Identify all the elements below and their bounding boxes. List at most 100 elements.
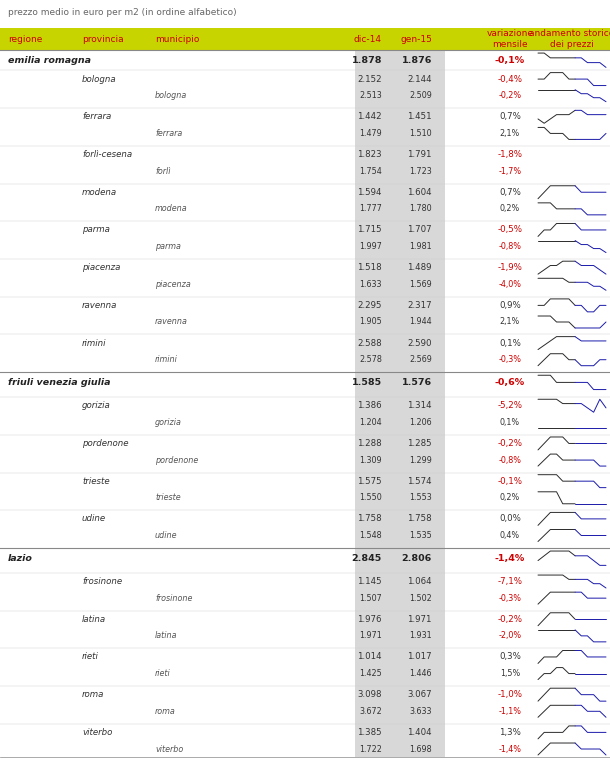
Text: 1.569: 1.569 <box>409 280 432 288</box>
Text: provincia: provincia <box>82 34 124 43</box>
Text: pordenone: pordenone <box>155 456 198 464</box>
Text: 1.425: 1.425 <box>359 669 382 678</box>
Text: 2,1%: 2,1% <box>500 129 520 138</box>
Text: 1.442: 1.442 <box>357 113 382 121</box>
Text: 0,0%: 0,0% <box>499 514 521 524</box>
Text: 1.905: 1.905 <box>359 317 382 326</box>
Text: 0,1%: 0,1% <box>500 418 520 427</box>
Text: 1.206: 1.206 <box>409 418 432 427</box>
Text: bologna: bologna <box>155 91 187 100</box>
Text: 1.876: 1.876 <box>401 56 432 65</box>
Text: 1.064: 1.064 <box>407 577 432 586</box>
Text: 2.295: 2.295 <box>357 301 382 310</box>
Text: 1.707: 1.707 <box>407 225 432 234</box>
Text: 1.145: 1.145 <box>357 577 382 586</box>
Text: pordenone: pordenone <box>82 439 129 448</box>
Text: 1.997: 1.997 <box>359 242 382 251</box>
Text: 0,1%: 0,1% <box>499 339 521 348</box>
Text: 1.698: 1.698 <box>409 744 432 753</box>
Text: forlì: forlì <box>155 167 171 176</box>
Text: 2,1%: 2,1% <box>500 317 520 326</box>
Text: 1.715: 1.715 <box>357 225 382 234</box>
Text: gorizia: gorizia <box>82 401 111 410</box>
Bar <box>0 28 610 50</box>
Text: trieste: trieste <box>82 476 110 486</box>
Text: parma: parma <box>82 225 110 234</box>
Text: 1,3%: 1,3% <box>499 728 521 737</box>
Text: 1.204: 1.204 <box>359 418 382 427</box>
Text: 3.633: 3.633 <box>409 707 432 716</box>
Text: -0,4%: -0,4% <box>498 75 523 84</box>
Bar <box>355 50 445 757</box>
Text: -1,8%: -1,8% <box>498 150 523 159</box>
Text: latina: latina <box>155 632 178 640</box>
Text: 2.317: 2.317 <box>407 301 432 310</box>
Text: 1.489: 1.489 <box>407 263 432 272</box>
Text: piacenza: piacenza <box>82 263 120 272</box>
Text: -1,4%: -1,4% <box>495 554 525 562</box>
Text: -0,8%: -0,8% <box>498 456 522 464</box>
Text: 2.578: 2.578 <box>359 355 382 365</box>
Text: rieti: rieti <box>82 652 99 661</box>
Text: 1.385: 1.385 <box>357 728 382 737</box>
Text: rimini: rimini <box>82 339 107 348</box>
Text: -2,0%: -2,0% <box>498 632 522 640</box>
Text: modena: modena <box>82 188 117 197</box>
Text: udine: udine <box>155 531 178 540</box>
Text: frosinone: frosinone <box>155 594 192 603</box>
Text: 1.451: 1.451 <box>407 113 432 121</box>
Text: 2.588: 2.588 <box>357 339 382 348</box>
Text: -7,1%: -7,1% <box>498 577 523 586</box>
Text: -0,1%: -0,1% <box>498 476 523 486</box>
Text: 1.758: 1.758 <box>407 514 432 524</box>
Text: -0,2%: -0,2% <box>498 439 523 448</box>
Text: piacenza: piacenza <box>155 280 191 288</box>
Text: 1,5%: 1,5% <box>500 669 520 678</box>
Text: lazio: lazio <box>8 554 33 562</box>
Text: roma: roma <box>82 690 104 699</box>
Text: 1.971: 1.971 <box>359 632 382 640</box>
Text: 1.017: 1.017 <box>407 652 432 661</box>
Text: 2.152: 2.152 <box>357 75 382 84</box>
Text: 1.981: 1.981 <box>409 242 432 251</box>
Text: rimini: rimini <box>155 355 178 365</box>
Text: parma: parma <box>155 242 181 251</box>
Text: 0,3%: 0,3% <box>499 652 521 661</box>
Text: 1.723: 1.723 <box>409 167 432 176</box>
Text: ferrara: ferrara <box>82 113 111 121</box>
Text: 2.845: 2.845 <box>352 554 382 562</box>
Text: -1,7%: -1,7% <box>498 167 522 176</box>
Text: roma: roma <box>155 707 176 716</box>
Text: modena: modena <box>155 205 188 213</box>
Text: 1.594: 1.594 <box>357 188 382 197</box>
Text: 2.513: 2.513 <box>359 91 382 100</box>
Text: 1.479: 1.479 <box>359 129 382 138</box>
Text: 1.780: 1.780 <box>409 205 432 213</box>
Text: 1.446: 1.446 <box>409 669 432 678</box>
Text: viterbo: viterbo <box>155 744 183 753</box>
Text: dic-14: dic-14 <box>354 34 382 43</box>
Text: 0,7%: 0,7% <box>499 113 521 121</box>
Text: udine: udine <box>82 514 106 524</box>
Text: -0,3%: -0,3% <box>498 355 522 365</box>
Text: 1.574: 1.574 <box>407 476 432 486</box>
Text: 1.754: 1.754 <box>359 167 382 176</box>
Text: 1.502: 1.502 <box>409 594 432 603</box>
Text: 3.672: 3.672 <box>359 707 382 716</box>
Text: 3.067: 3.067 <box>407 690 432 699</box>
Text: 1.944: 1.944 <box>409 317 432 326</box>
Text: viterbo: viterbo <box>82 728 112 737</box>
Text: 1.386: 1.386 <box>357 401 382 410</box>
Text: 0,4%: 0,4% <box>500 531 520 540</box>
Text: 1.553: 1.553 <box>409 493 432 502</box>
Text: 2.509: 2.509 <box>409 91 432 100</box>
Text: -0,3%: -0,3% <box>498 594 522 603</box>
Text: friuli venezia giulia: friuli venezia giulia <box>8 378 110 387</box>
Text: gen-15: gen-15 <box>400 34 432 43</box>
Text: ravenna: ravenna <box>155 317 188 326</box>
Text: -0,5%: -0,5% <box>498 225 523 234</box>
Text: 0,2%: 0,2% <box>500 493 520 502</box>
Text: 1.014: 1.014 <box>357 652 382 661</box>
Text: 1.791: 1.791 <box>407 150 432 159</box>
Text: bologna: bologna <box>82 75 117 84</box>
